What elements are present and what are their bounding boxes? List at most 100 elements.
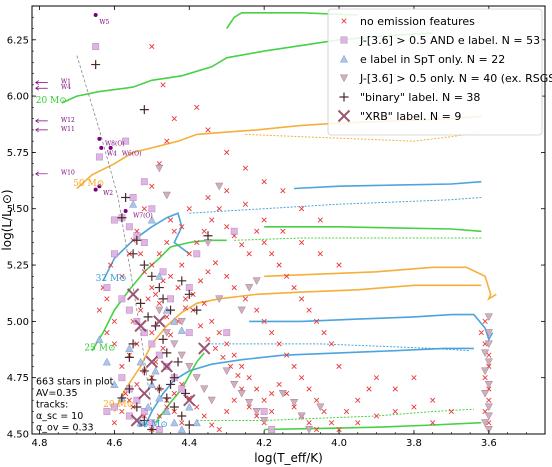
point-no-emission [448,408,455,415]
point-no-emission [216,426,222,433]
point-jband-only [155,306,164,315]
point-no-emission [231,352,237,358]
point-no-emission [269,390,275,397]
point-no-emission [336,262,342,268]
point-xrb [138,387,151,400]
point-no-emission [276,381,282,388]
point-jband-only [200,385,209,394]
point-no-emission [298,239,305,246]
track-line [264,266,497,301]
point-jband-only [245,399,254,407]
point-no-emission [284,273,290,279]
point-no-emission [197,323,204,329]
point-e-label-spt [192,418,201,427]
point-binary [136,298,146,308]
track-label: 25 M⊙ [84,344,115,354]
legend-label: J-[3.6] > 0.5 only. N = 40 (ex. RSGSs) [359,72,552,85]
point-binary [162,348,172,358]
wr-arrow [35,118,48,124]
point-binary [166,305,176,315]
point-no-emission [239,363,245,370]
point-no-emission [224,224,230,230]
point-binary [192,305,202,315]
point-no-emission [156,251,162,257]
wr-point [97,184,102,189]
zams-line [76,55,153,412]
point-no-emission [149,330,155,336]
wr-point [108,145,113,150]
point-jband-only [252,408,261,416]
point-no-emission [205,194,211,201]
point-jband-only [207,396,216,405]
point-jband-only [260,417,269,425]
point-no-emission [373,413,380,419]
point-no-emission [205,336,211,343]
point-no-emission [145,296,151,302]
point-no-emission [254,413,260,419]
data-points [91,43,493,434]
point-no-emission [313,318,320,324]
point-e-label-spt [170,317,179,325]
point-jband-only [162,191,171,200]
point-no-emission [160,345,166,352]
point-binary [91,60,101,70]
point-no-emission [212,260,219,266]
point-no-emission [96,307,103,313]
wr-point [99,145,104,150]
wr-arrow [35,171,48,177]
point-no-emission [220,354,226,361]
point-jband-only [237,306,246,315]
point-no-emission [482,318,488,324]
point-no-emission [141,206,147,212]
point-binary [169,373,179,383]
point-no-emission [224,341,230,347]
point-no-emission [152,291,159,297]
point-no-emission [201,228,207,234]
wr-label: W12 [61,117,75,124]
point-binary [158,294,168,304]
point-no-emission [231,284,237,291]
point-no-emission [209,217,215,223]
point-no-emission [186,206,192,212]
point-no-emission [306,307,312,313]
point-jband-only [278,390,288,398]
track-line [264,421,482,431]
point-no-emission [201,300,207,306]
point-no-emission [430,420,436,426]
point-no-emission [104,330,110,336]
x-tick-label: 4.0 [331,438,347,449]
point-no-emission [366,386,372,392]
point-jband-only [162,329,171,337]
track-line [208,343,471,352]
point-no-emission [164,404,170,410]
point-no-emission [373,375,380,381]
point-jband-only [484,426,493,434]
wr-arrow [35,80,48,85]
point-no-emission [313,397,320,403]
wr-label: W5 [99,19,109,26]
point-jband-e-label [185,329,193,337]
point-no-emission [242,201,249,207]
point-jband-only [484,403,493,412]
point-jband-e-label [268,426,276,433]
point-jband-only [203,239,213,247]
point-no-emission [306,420,312,426]
legend-label: e label in SpT only. N = 22 [360,53,505,66]
point-binary [177,411,187,421]
point-no-emission [209,318,215,324]
point-no-emission [280,188,286,194]
point-e-label-spt [162,407,171,415]
point-jband-only [155,164,164,173]
wr-label: W2 [103,190,113,197]
info-line: AV=0.35 [36,388,78,399]
info-line: tracks: [36,399,68,410]
track-line [294,180,482,190]
point-no-emission [261,179,267,185]
point-no-emission [108,262,114,268]
point-no-emission [261,217,267,223]
point-no-emission [141,269,147,275]
point-no-emission [119,273,125,279]
point-jband-e-label [178,385,186,393]
